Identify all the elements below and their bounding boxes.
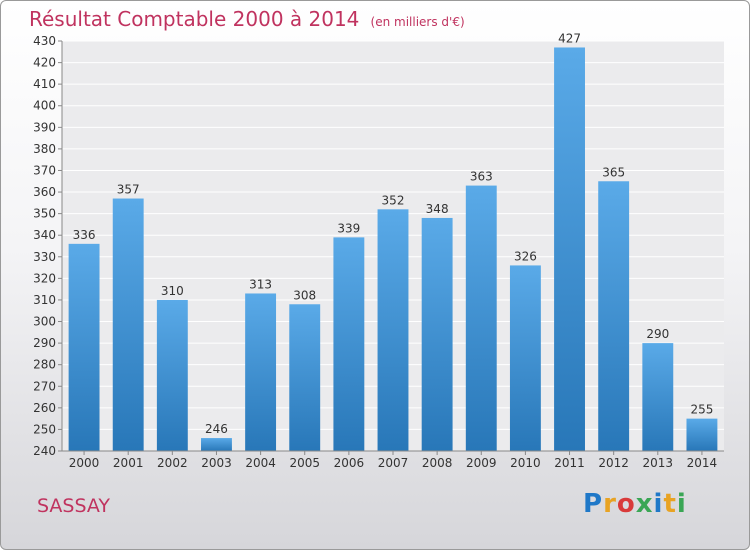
y-tick-label: 410 <box>33 77 56 91</box>
bar-value-label: 352 <box>382 193 405 207</box>
y-tick-label: 240 <box>33 444 56 458</box>
bar-value-label: 326 <box>514 249 537 263</box>
y-tick-label: 420 <box>33 56 56 70</box>
y-tick-label: 290 <box>33 336 56 350</box>
bar-2011[interactable] <box>554 47 585 451</box>
x-tick-label: 2006 <box>334 456 365 470</box>
proxiti-logo[interactable]: Proxiti <box>583 489 687 519</box>
x-tick-label: 2003 <box>201 456 232 470</box>
title-row: Résultat Comptable 2000 à 2014 (en milli… <box>29 7 465 31</box>
logo-letter: x <box>635 489 654 519</box>
y-tick-label: 330 <box>33 250 56 264</box>
bar-2012[interactable] <box>598 181 630 451</box>
x-tick-label: 2008 <box>422 456 453 470</box>
bar-2003[interactable] <box>201 438 232 451</box>
x-tick-label: 2001 <box>113 456 144 470</box>
y-tick-label: 310 <box>33 293 56 307</box>
y-tick-label: 250 <box>33 422 56 436</box>
y-axis-ticks: 240 250 260 270 280 290 300 310 320 330 340 350 360 3… <box>33 34 62 458</box>
chart-subtitle: (en milliers d'€) <box>370 15 465 29</box>
y-tick-label: 300 <box>33 315 56 329</box>
chart-title: Résultat Comptable 2000 à 2014 <box>29 7 360 31</box>
x-tick-label: 2004 <box>245 456 276 470</box>
bar-value-label: 365 <box>602 165 625 179</box>
bar-value-label: 246 <box>205 422 228 436</box>
x-tick-label: 2009 <box>466 456 497 470</box>
y-tick-label: 270 <box>33 379 56 393</box>
y-tick-label: 380 <box>33 142 56 156</box>
bar-2004[interactable] <box>245 293 277 451</box>
bar-2005[interactable] <box>289 304 321 451</box>
bar-value-label: 290 <box>646 327 669 341</box>
y-tick-label: 430 <box>33 34 56 48</box>
logo-letter: o <box>616 489 636 519</box>
logo-letter: i <box>676 489 687 519</box>
y-tick-label: 390 <box>33 120 56 134</box>
bar-value-label: 357 <box>117 183 140 197</box>
bar-2013[interactable] <box>642 343 674 451</box>
x-tick-label: 2002 <box>157 456 188 470</box>
logo-letter: P <box>583 489 604 519</box>
bar-2001[interactable] <box>112 198 144 451</box>
bar-value-label: 348 <box>426 202 449 216</box>
bar-2006[interactable] <box>333 237 365 451</box>
y-tick-label: 370 <box>33 163 56 177</box>
x-axis-ticks: 2000 2001 2002 2003 2004 2005 2006 2007 2008 2009… <box>69 451 717 470</box>
y-tick-label: 360 <box>33 185 56 199</box>
bar-value-label: 310 <box>161 284 184 298</box>
bar-2002[interactable] <box>156 299 188 451</box>
y-tick-label: 350 <box>33 207 56 221</box>
x-tick-label: 2012 <box>598 456 629 470</box>
logo-letter: r <box>603 489 617 519</box>
x-tick-label: 2011 <box>554 456 585 470</box>
bar-2009[interactable] <box>465 185 497 451</box>
bar-value-label: 363 <box>470 170 493 184</box>
bar-value-label: 255 <box>690 403 713 417</box>
bar-value-label: 313 <box>249 277 272 291</box>
logo-letter: t <box>663 489 677 519</box>
data-labels: 336 357 310 246 313 308 339 352 348 363 326 427 365 2… <box>73 31 714 436</box>
bar-2008[interactable] <box>421 217 453 451</box>
bar-value-label: 336 <box>73 228 96 242</box>
bar-value-label: 427 <box>558 31 581 45</box>
y-tick-label: 320 <box>33 271 56 285</box>
x-tick-label: 2007 <box>378 456 409 470</box>
y-tick-label: 260 <box>33 401 56 415</box>
bar-value-label: 308 <box>293 288 316 302</box>
bar-2010[interactable] <box>509 265 541 451</box>
x-tick-label: 2013 <box>643 456 674 470</box>
bar-value-label: 339 <box>337 221 360 235</box>
x-tick-label: 2005 <box>289 456 320 470</box>
y-tick-label: 280 <box>33 358 56 372</box>
bar-2007[interactable] <box>377 209 409 451</box>
x-tick-label: 2010 <box>510 456 541 470</box>
y-tick-label: 340 <box>33 228 56 242</box>
bars <box>68 47 718 451</box>
bar-2014[interactable] <box>686 418 718 451</box>
bar-2000[interactable] <box>68 243 100 451</box>
place-name: SASSAY <box>37 495 111 517</box>
logo-letter: i <box>653 489 664 519</box>
y-tick-label: 400 <box>33 99 56 113</box>
x-tick-label: 2014 <box>687 456 718 470</box>
x-tick-label: 2000 <box>69 456 100 470</box>
